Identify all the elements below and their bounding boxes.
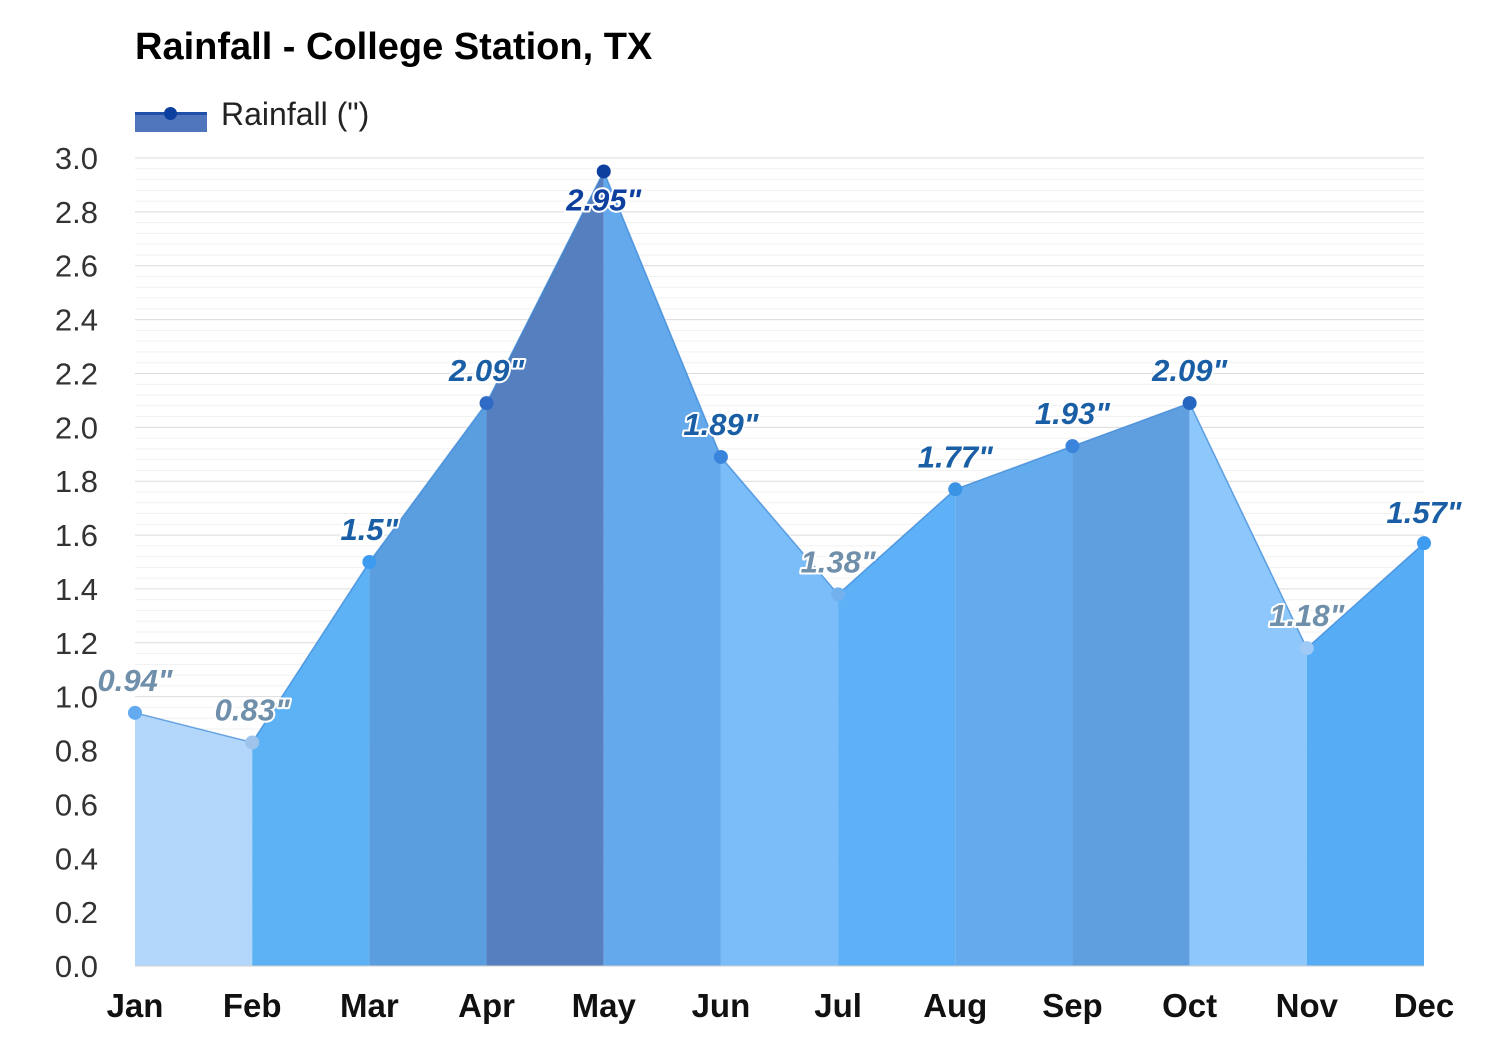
x-axis: Jan Feb Mar Apr May Jun Jul Aug Sep Oct Nov Dec: [107, 987, 1455, 1024]
data-point-jun[interactable]: [713, 449, 728, 464]
y-tick-label: 1.2: [55, 626, 98, 661]
y-tick-label: 0.0: [55, 949, 98, 984]
y-tick-label: 0.8: [55, 734, 98, 769]
x-tick-label-aug: Aug: [923, 987, 987, 1024]
area-segment-jun: [720, 456, 839, 966]
area-segment-jul: [838, 489, 956, 966]
area-segment-nov: [1306, 543, 1424, 966]
data-label-sep: 1.93": [1035, 396, 1111, 431]
y-tick-label: 1.6: [55, 518, 98, 553]
y-tick-label: 1.4: [55, 572, 98, 607]
data-point-mar[interactable]: [362, 555, 377, 569]
data-point-apr[interactable]: [479, 396, 494, 411]
x-tick-label-jun: Jun: [692, 987, 751, 1024]
data-label-dec: 1.57": [1386, 495, 1462, 530]
data-label-oct: 2.09": [1151, 353, 1228, 388]
data-label-jan: 0.94": [97, 663, 173, 698]
y-tick-label: 2.4: [55, 303, 98, 338]
data-label-jun: 1.89": [683, 407, 759, 442]
y-tick-label: 1.8: [55, 464, 98, 499]
y-tick-label: 2.2: [55, 356, 98, 391]
series-line-segment: [603, 171, 722, 458]
series-line-segment: [1306, 542, 1425, 649]
data-points: [128, 164, 1431, 750]
x-tick-label-feb: Feb: [223, 987, 282, 1024]
y-axis: 0.0 0.2 0.4 0.6 0.8 1.0 1.2 1.4 1.6 1.8 2.0 2.2 2.4 2…: [55, 141, 98, 984]
data-point-may[interactable]: [596, 164, 611, 179]
data-point-jul[interactable]: [831, 587, 846, 602]
chart-title: Rainfall - College Station, TX: [135, 26, 653, 68]
area-segment-aug: [955, 446, 1073, 967]
y-tick-label: 0.4: [55, 841, 98, 876]
data-point-sep[interactable]: [1065, 439, 1080, 454]
series-line-segment: [837, 488, 956, 595]
data-point-oct[interactable]: [1182, 396, 1197, 411]
x-tick-label-jan: Jan: [107, 987, 164, 1024]
legend-swatch: [135, 94, 207, 134]
area-segment-mar: [369, 403, 487, 966]
data-point-jan[interactable]: [128, 705, 142, 720]
x-tick-label-sep: Sep: [1042, 987, 1103, 1024]
series-line-segment: [955, 445, 1073, 490]
data-labels: 0.94" 0.83" 1.5" 2.09" 2.95" 1.89" 1.38" 1.77" 1…: [95, 180, 1464, 729]
series-line-segment: [368, 402, 488, 563]
series-line-segment: [485, 171, 605, 404]
y-tick-label: 3.0: [55, 141, 98, 176]
area-segment-oct: [1189, 403, 1307, 966]
data-label-aug: 1.77": [918, 439, 994, 474]
area-segment-sep: [1072, 403, 1190, 966]
chart-legend[interactable]: Rainfall ("): [135, 92, 369, 136]
data-label-nov: 1.18": [1269, 598, 1345, 633]
y-tick-label: 0.6: [55, 787, 98, 822]
series-line-segment: [134, 712, 253, 744]
data-label-mar: 1.5": [340, 512, 399, 547]
data-point-aug[interactable]: [948, 482, 963, 497]
data-label-apr: 2.09": [448, 353, 525, 388]
y-tick-label: 2.0: [55, 410, 98, 445]
x-tick-label-oct: Oct: [1162, 987, 1217, 1024]
area-segment-feb: [252, 562, 370, 966]
area-segment-may: [603, 171, 721, 966]
legend-swatch-dot: [164, 107, 177, 120]
data-point-dec[interactable]: [1417, 536, 1431, 551]
x-tick-label-dec: Dec: [1394, 987, 1455, 1024]
y-tick-label: 2.8: [55, 195, 98, 230]
area-segment-jan: [135, 712, 253, 966]
legend-label-rainfall: Rainfall ("): [221, 95, 370, 132]
series-line: [134, 171, 1425, 744]
data-label-jul: 1.38": [801, 544, 877, 579]
series-line-segment: [720, 456, 839, 595]
series-line-segment: [1188, 402, 1308, 649]
area-segments: [135, 171, 1424, 967]
legend-swatch-fill: [135, 114, 207, 132]
series-line-segment: [251, 561, 370, 743]
data-point-feb[interactable]: [245, 735, 260, 750]
y-tick-label: 0.2: [55, 895, 98, 930]
data-point-nov[interactable]: [1299, 641, 1314, 656]
data-label-may: 2.95": [565, 182, 642, 217]
data-label-feb: 0.83": [215, 692, 291, 727]
area-segment-apr: [486, 171, 604, 966]
x-tick-label-may: May: [572, 987, 637, 1024]
y-tick-label: 1.0: [55, 680, 98, 715]
x-tick-label-nov: Nov: [1276, 987, 1339, 1024]
series-line-segment: [1072, 402, 1190, 447]
x-tick-label-jul: Jul: [814, 987, 862, 1024]
x-tick-label-apr: Apr: [458, 987, 515, 1024]
x-tick-label-mar: Mar: [340, 987, 399, 1024]
y-tick-label: 2.6: [55, 249, 98, 284]
